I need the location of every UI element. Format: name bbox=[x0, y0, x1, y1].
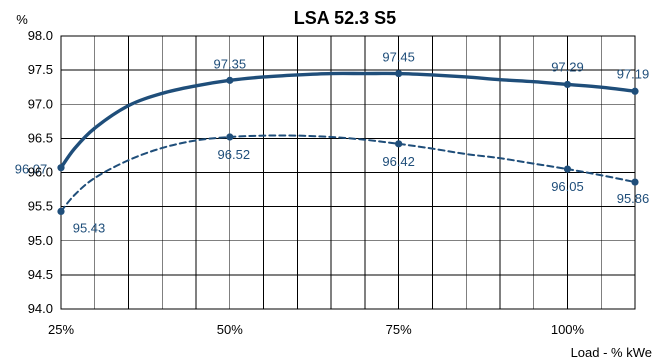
x-axis-label: Load - % kWe bbox=[571, 345, 652, 360]
x-tick-label: 100% bbox=[551, 322, 585, 337]
y-axis-label: % bbox=[16, 12, 28, 27]
data-point bbox=[395, 140, 403, 148]
data-label: 97.45 bbox=[382, 50, 415, 65]
plot-frame bbox=[60, 35, 636, 310]
data-label: 96.42 bbox=[382, 154, 415, 169]
y-tick-label: 94.0 bbox=[28, 301, 53, 316]
y-tick-label: 98.0 bbox=[28, 28, 53, 43]
data-labels: 96.07 97.35 97.45 97.29 97.19 95.43 96.52 96.42… bbox=[15, 50, 650, 236]
grid bbox=[60, 35, 636, 310]
data-point bbox=[631, 87, 639, 95]
data-label: 97.19 bbox=[617, 66, 650, 81]
series-line-solid bbox=[59, 71, 637, 170]
data-label: 95.86 bbox=[617, 191, 650, 206]
data-point bbox=[631, 178, 639, 186]
y-tick-label: 97.0 bbox=[28, 96, 53, 111]
data-label: 97.29 bbox=[551, 59, 584, 74]
series-group bbox=[57, 69, 639, 216]
y-tick-label: 94.5 bbox=[28, 267, 53, 282]
chart-title: LSA 52.3 S5 bbox=[294, 8, 396, 28]
y-tick-label: 96.5 bbox=[28, 130, 53, 145]
data-point bbox=[395, 69, 403, 78]
data-point bbox=[57, 164, 65, 172]
data-label: 97.35 bbox=[214, 56, 247, 71]
data-label: 96.52 bbox=[218, 147, 251, 162]
data-label: 96.07 bbox=[15, 162, 48, 177]
data-label: 96.05 bbox=[551, 179, 584, 194]
data-point bbox=[563, 165, 572, 173]
x-tick-label: 50% bbox=[217, 322, 243, 337]
x-tick-label: 25% bbox=[48, 322, 74, 337]
data-label: 95.43 bbox=[73, 220, 106, 235]
y-tick-label: 96.0 bbox=[28, 165, 53, 180]
y-tick-label: 95.0 bbox=[28, 233, 53, 248]
y-tick-label: 95.5 bbox=[28, 199, 53, 214]
data-point bbox=[226, 133, 234, 141]
data-point bbox=[226, 76, 234, 84]
data-point bbox=[563, 80, 572, 89]
x-tick-label: 75% bbox=[386, 322, 412, 337]
y-tick-label: 97.5 bbox=[28, 62, 53, 77]
tick-labels: 94.0 94.5 95.0 95.5 96.0 96.5 97.0 97.5 98.0 25% 5… bbox=[28, 28, 585, 337]
data-point bbox=[57, 207, 65, 216]
series-line-dashed bbox=[60, 134, 636, 213]
